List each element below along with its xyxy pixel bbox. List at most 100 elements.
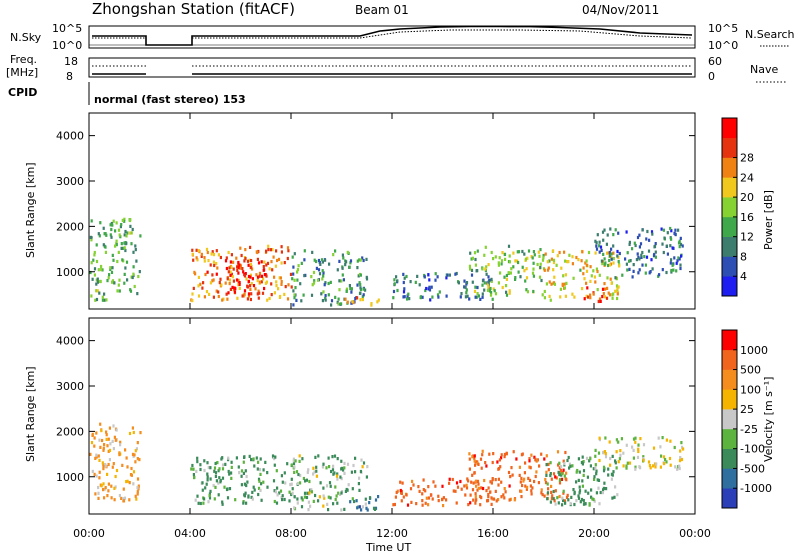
power-cell: [286, 246, 290, 250]
velocity-cell: [301, 457, 304, 461]
date-label: 04/Nov/2011: [582, 3, 659, 17]
power-cell: [601, 262, 604, 266]
power-cell: [257, 261, 261, 265]
power-cell: [105, 233, 108, 237]
velocity-cell: [102, 488, 105, 492]
velocity-cell: [505, 452, 508, 456]
colorbar-tick-label: -100: [740, 443, 765, 456]
power-cell: [612, 257, 615, 261]
power-cell: [593, 275, 596, 279]
power-cell: [250, 292, 253, 296]
velocity-cell: [610, 477, 613, 481]
velocity-cell: [102, 482, 105, 486]
power-cell: [265, 249, 268, 253]
velocity-cell: [217, 481, 220, 485]
power-cell: [643, 255, 646, 259]
power-cell: [505, 277, 508, 281]
power-cell: [263, 273, 266, 277]
power-frame: [88, 112, 696, 310]
power-cell: [370, 302, 373, 306]
power-cell: [489, 293, 493, 297]
power-cell: [618, 264, 621, 268]
power-cell: [670, 237, 673, 241]
nave-tick-high: 60: [708, 55, 722, 68]
velocity-cell: [556, 450, 560, 454]
power-cell: [674, 233, 677, 237]
power-cell: [596, 288, 599, 292]
power-cell: [342, 256, 345, 260]
power-cell: [134, 248, 137, 252]
power-cell: [109, 266, 112, 270]
power-cell: [247, 263, 250, 267]
power-cell: [91, 277, 94, 281]
power-cell: [249, 284, 252, 288]
power-cell: [615, 277, 618, 281]
velocity-cell: [336, 472, 339, 476]
velocity-cell: [118, 453, 121, 457]
velocity-cell: [303, 491, 307, 495]
velocity-cell: [289, 483, 292, 487]
velocity-cell: [555, 476, 558, 480]
power-cell: [94, 298, 97, 302]
velocity-cell: [248, 454, 251, 458]
power-cell: [601, 230, 605, 234]
velocity-cell: [625, 443, 628, 447]
power-cell: [96, 280, 99, 284]
velocity-cell: [243, 494, 246, 498]
velocity-cell: [612, 470, 615, 474]
power-cell: [104, 250, 107, 254]
power-cell: [324, 258, 327, 262]
y-tick-label: 3000: [56, 380, 84, 393]
velocity-cell: [566, 458, 569, 463]
velocity-cell: [582, 469, 586, 473]
power-cell: [299, 282, 302, 286]
velocity-cell: [676, 467, 679, 471]
power-cell: [403, 287, 406, 291]
velocity-ylabel: Slant Range [km]: [24, 366, 37, 462]
power-cell: [212, 253, 216, 257]
velocity-cell: [313, 470, 316, 474]
velocity-cell: [132, 430, 135, 435]
power-cell: [131, 227, 134, 232]
velocity-cell: [489, 480, 492, 484]
velocity-cell: [202, 501, 205, 505]
power-cell: [609, 227, 612, 231]
power-cell: [130, 231, 133, 235]
velocity-cell: [276, 486, 279, 490]
power-cell: [434, 272, 437, 276]
power-cell: [227, 291, 230, 295]
velocity-cell: [481, 449, 484, 453]
velocity-cell: [448, 477, 451, 481]
velocity-cell: [208, 494, 211, 498]
velocity-cell: [230, 476, 233, 480]
power-cell: [571, 292, 574, 296]
velocity-cell: [473, 459, 476, 463]
velocity-cell: [399, 480, 402, 484]
power-cell: [598, 240, 601, 244]
power-cell: [563, 250, 566, 254]
velocity-cell: [98, 476, 101, 480]
power-cell: [192, 286, 195, 290]
power-cell: [592, 269, 595, 273]
velocity-cell: [652, 446, 656, 450]
velocity-cell: [250, 458, 253, 462]
power-cell: [287, 249, 290, 253]
velocity-cell: [561, 503, 564, 507]
power-cell: [672, 268, 675, 272]
velocity-cell: [500, 453, 503, 457]
velocity-cell: [201, 481, 204, 485]
power-cell: [247, 274, 251, 279]
power-cell: [677, 256, 680, 260]
velocity-cell: [256, 467, 259, 471]
power-cell: [101, 298, 104, 302]
power-cell: [509, 271, 512, 275]
power-cell: [117, 283, 120, 287]
power-cell: [254, 287, 257, 291]
power-cell: [93, 267, 97, 271]
power-cell: [341, 273, 344, 277]
power-cell: [241, 294, 244, 298]
velocity-cell: [451, 477, 454, 482]
power-cell: [275, 284, 278, 288]
nsky-tick-high: 10^5: [52, 22, 82, 35]
power-cell: [538, 275, 542, 279]
